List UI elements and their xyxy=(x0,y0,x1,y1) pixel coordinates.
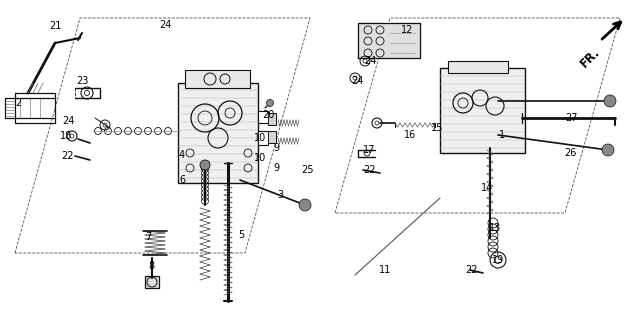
Text: 12: 12 xyxy=(401,25,413,35)
Text: 14: 14 xyxy=(481,183,493,193)
Text: 24: 24 xyxy=(364,56,376,66)
Text: 17: 17 xyxy=(363,145,375,155)
FancyBboxPatch shape xyxy=(268,131,276,143)
FancyBboxPatch shape xyxy=(268,113,276,125)
Text: 13: 13 xyxy=(489,223,501,233)
FancyBboxPatch shape xyxy=(145,276,159,288)
Text: 24: 24 xyxy=(159,20,171,30)
Text: 18: 18 xyxy=(60,131,72,141)
Circle shape xyxy=(602,144,614,156)
Text: 10: 10 xyxy=(254,133,266,143)
Circle shape xyxy=(299,199,311,211)
Text: 9: 9 xyxy=(273,143,279,153)
Text: 22: 22 xyxy=(364,165,376,175)
FancyBboxPatch shape xyxy=(258,111,268,123)
Polygon shape xyxy=(358,23,420,58)
Text: 8: 8 xyxy=(148,261,154,271)
Text: 3: 3 xyxy=(277,190,283,200)
Text: 26: 26 xyxy=(564,148,576,158)
FancyBboxPatch shape xyxy=(258,131,268,145)
Text: 6: 6 xyxy=(179,175,185,185)
Text: 20: 20 xyxy=(262,110,274,120)
Text: 2: 2 xyxy=(15,98,21,108)
Text: 21: 21 xyxy=(49,21,61,31)
Circle shape xyxy=(604,95,616,107)
Text: 1: 1 xyxy=(499,130,505,140)
Text: 5: 5 xyxy=(238,230,244,240)
Text: 9: 9 xyxy=(273,163,279,173)
Text: 11: 11 xyxy=(379,265,391,275)
Circle shape xyxy=(266,100,273,106)
Text: 19: 19 xyxy=(492,255,504,265)
Text: 7: 7 xyxy=(145,232,151,242)
Text: 23: 23 xyxy=(76,76,88,86)
Text: 16: 16 xyxy=(404,130,416,140)
FancyBboxPatch shape xyxy=(185,70,250,88)
Text: 15: 15 xyxy=(431,123,443,133)
Circle shape xyxy=(200,160,210,170)
Text: 27: 27 xyxy=(564,113,577,123)
FancyBboxPatch shape xyxy=(448,61,508,73)
Text: 10: 10 xyxy=(254,153,266,163)
Text: FR.: FR. xyxy=(578,45,602,70)
Text: 4: 4 xyxy=(179,150,185,160)
Text: 22: 22 xyxy=(61,151,73,161)
FancyBboxPatch shape xyxy=(178,83,258,183)
Text: 25: 25 xyxy=(301,165,314,175)
Text: 24: 24 xyxy=(351,76,363,86)
Text: 22: 22 xyxy=(466,265,478,275)
FancyBboxPatch shape xyxy=(440,68,525,153)
Text: 24: 24 xyxy=(62,116,74,126)
